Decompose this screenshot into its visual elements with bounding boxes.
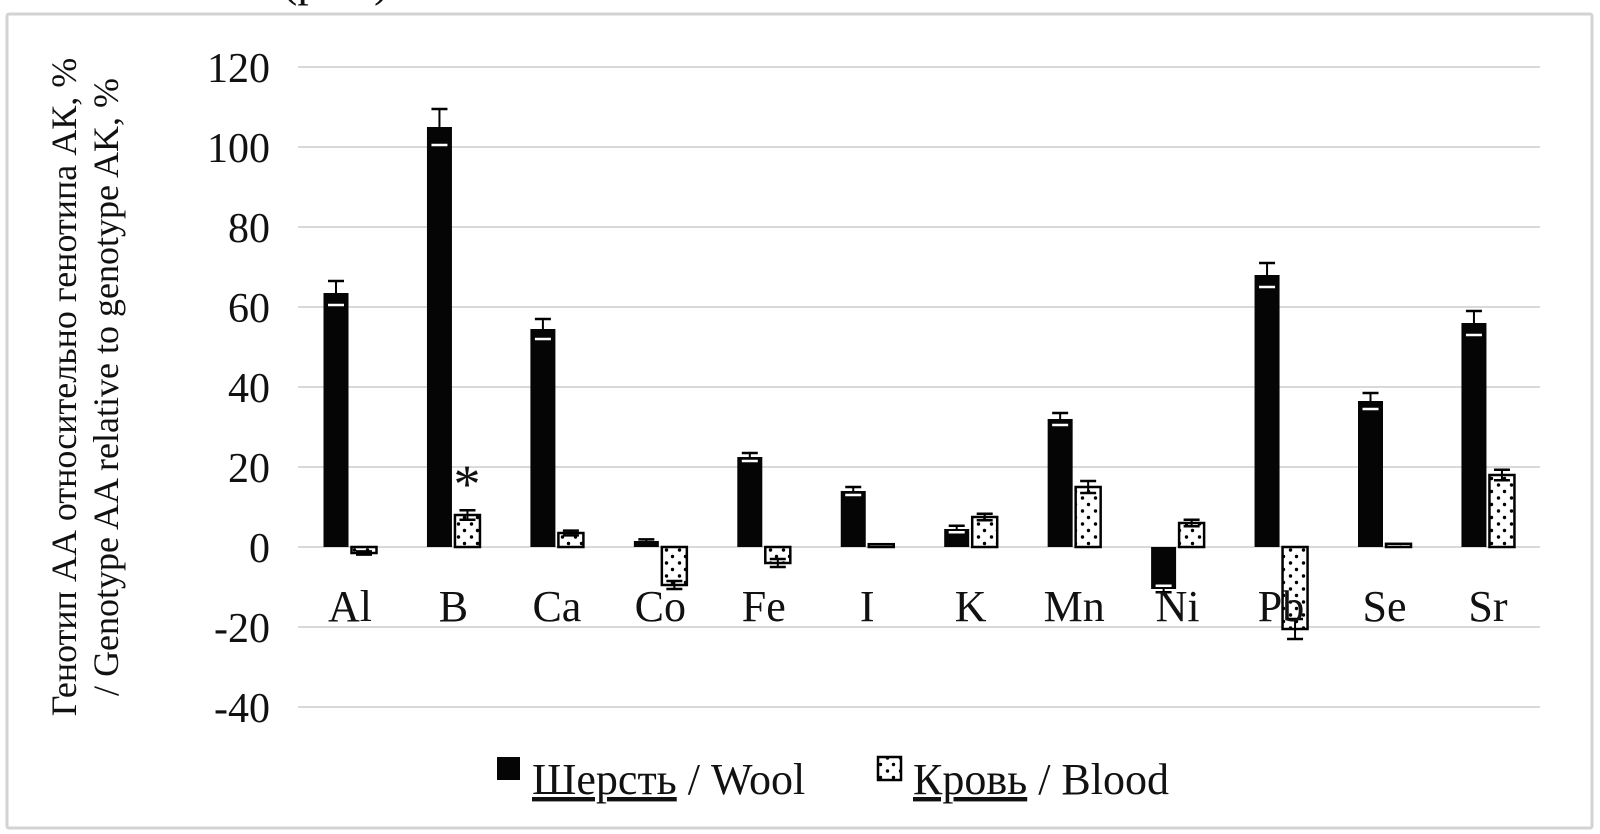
cropped-caption-left: (p: [282, 0, 320, 6]
y-tick-label-20: 20: [228, 446, 270, 492]
bar-wool-B: [426, 127, 452, 547]
x-tick-label-Al: Al: [328, 582, 372, 631]
blood-swatch-icon: [876, 755, 903, 782]
y-tick-label-100: 100: [207, 126, 270, 172]
legend-item-blood: Кровь / Blood: [876, 755, 1169, 804]
cropped-caption-right: ): [374, 0, 389, 6]
y-axis-title: Генотип АА относительно генотипа АК, % /…: [44, 58, 126, 716]
x-tick-label-Sr: Sr: [1468, 582, 1507, 631]
cropped-caption-fragment: (p ): [282, 0, 389, 6]
bar-wool-Se: [1358, 401, 1383, 547]
x-tick-label-I: I: [860, 582, 875, 631]
legend-item-wool: Шерсть / Wool: [497, 755, 805, 804]
bar-wool-Sr: [1461, 323, 1487, 547]
y-tick-label-120: 120: [207, 46, 270, 92]
bar-wool-Pb: [1254, 275, 1280, 547]
bar-wool-Co: [633, 541, 659, 547]
y-axis-title-line1: Генотип АА относительно генотипа АК, %: [44, 58, 84, 716]
bar-wool-Mn: [1047, 419, 1073, 547]
bar-wool-K: [944, 529, 970, 547]
x-tick-label-B: B: [439, 582, 468, 631]
significance-asterisk: *: [454, 454, 481, 514]
error-bars: [328, 107, 1510, 641]
legend-label-wool: Шерсть / Wool: [532, 755, 805, 804]
bar-blood-Mn: [1074, 485, 1102, 549]
y-tick-label-0: 0: [249, 526, 270, 572]
bar-blood-K: [970, 515, 999, 549]
x-tick-label-Pb: Pb: [1258, 582, 1304, 631]
bar-wool-I: [840, 491, 866, 547]
wool-bar-series: [323, 127, 1487, 589]
x-tick-label-Fe: Fe: [742, 582, 786, 631]
y-axis-title-line2: / Genotype AA relative to genotype AK, %: [86, 78, 126, 696]
x-tick-label-Se: Se: [1363, 582, 1407, 631]
bar-blood-I: [867, 542, 895, 549]
legend: Шерсть / Wool Кровь / Blood: [497, 755, 1169, 804]
bar-blood-Pb: [1281, 545, 1309, 631]
legend-label-blood: Кровь / Blood: [913, 755, 1169, 804]
x-axis-labels: Al B Ca Co Fe I K Mn Ni Pb Se Sr: [328, 582, 1508, 631]
bar-blood-Co: [660, 545, 689, 587]
bar-wool-Fe: [737, 457, 763, 547]
bar-blood-Se: [1384, 542, 1413, 549]
y-tick-label-40: 40: [228, 366, 270, 412]
y-tick-label--20: -20: [214, 606, 270, 652]
x-tick-label-Ca: Ca: [532, 582, 581, 631]
y-axis-tick-labels: 120 100 80 60 40 20 0 -20 -40: [207, 46, 270, 732]
y-tick-label-60: 60: [228, 286, 270, 332]
x-tick-label-Mn: Mn: [1044, 582, 1105, 631]
x-tick-label-K: K: [955, 582, 987, 631]
figure-frame: [5, 12, 1594, 830]
gridlines: [298, 66, 1540, 708]
bar-blood-Sr: [1488, 473, 1516, 549]
x-tick-label-Co: Co: [635, 582, 686, 631]
bar-wool-Ni: [1151, 547, 1177, 589]
y-tick-label--40: -40: [214, 686, 270, 732]
blood-bar-series: [350, 473, 1516, 631]
bar-wool-Al: [323, 293, 349, 547]
wool-swatch-icon: [497, 757, 520, 780]
x-tick-label-Ni: Ni: [1156, 582, 1200, 631]
y-tick-label-80: 80: [228, 206, 270, 252]
bar-wool-Ca: [530, 329, 556, 547]
